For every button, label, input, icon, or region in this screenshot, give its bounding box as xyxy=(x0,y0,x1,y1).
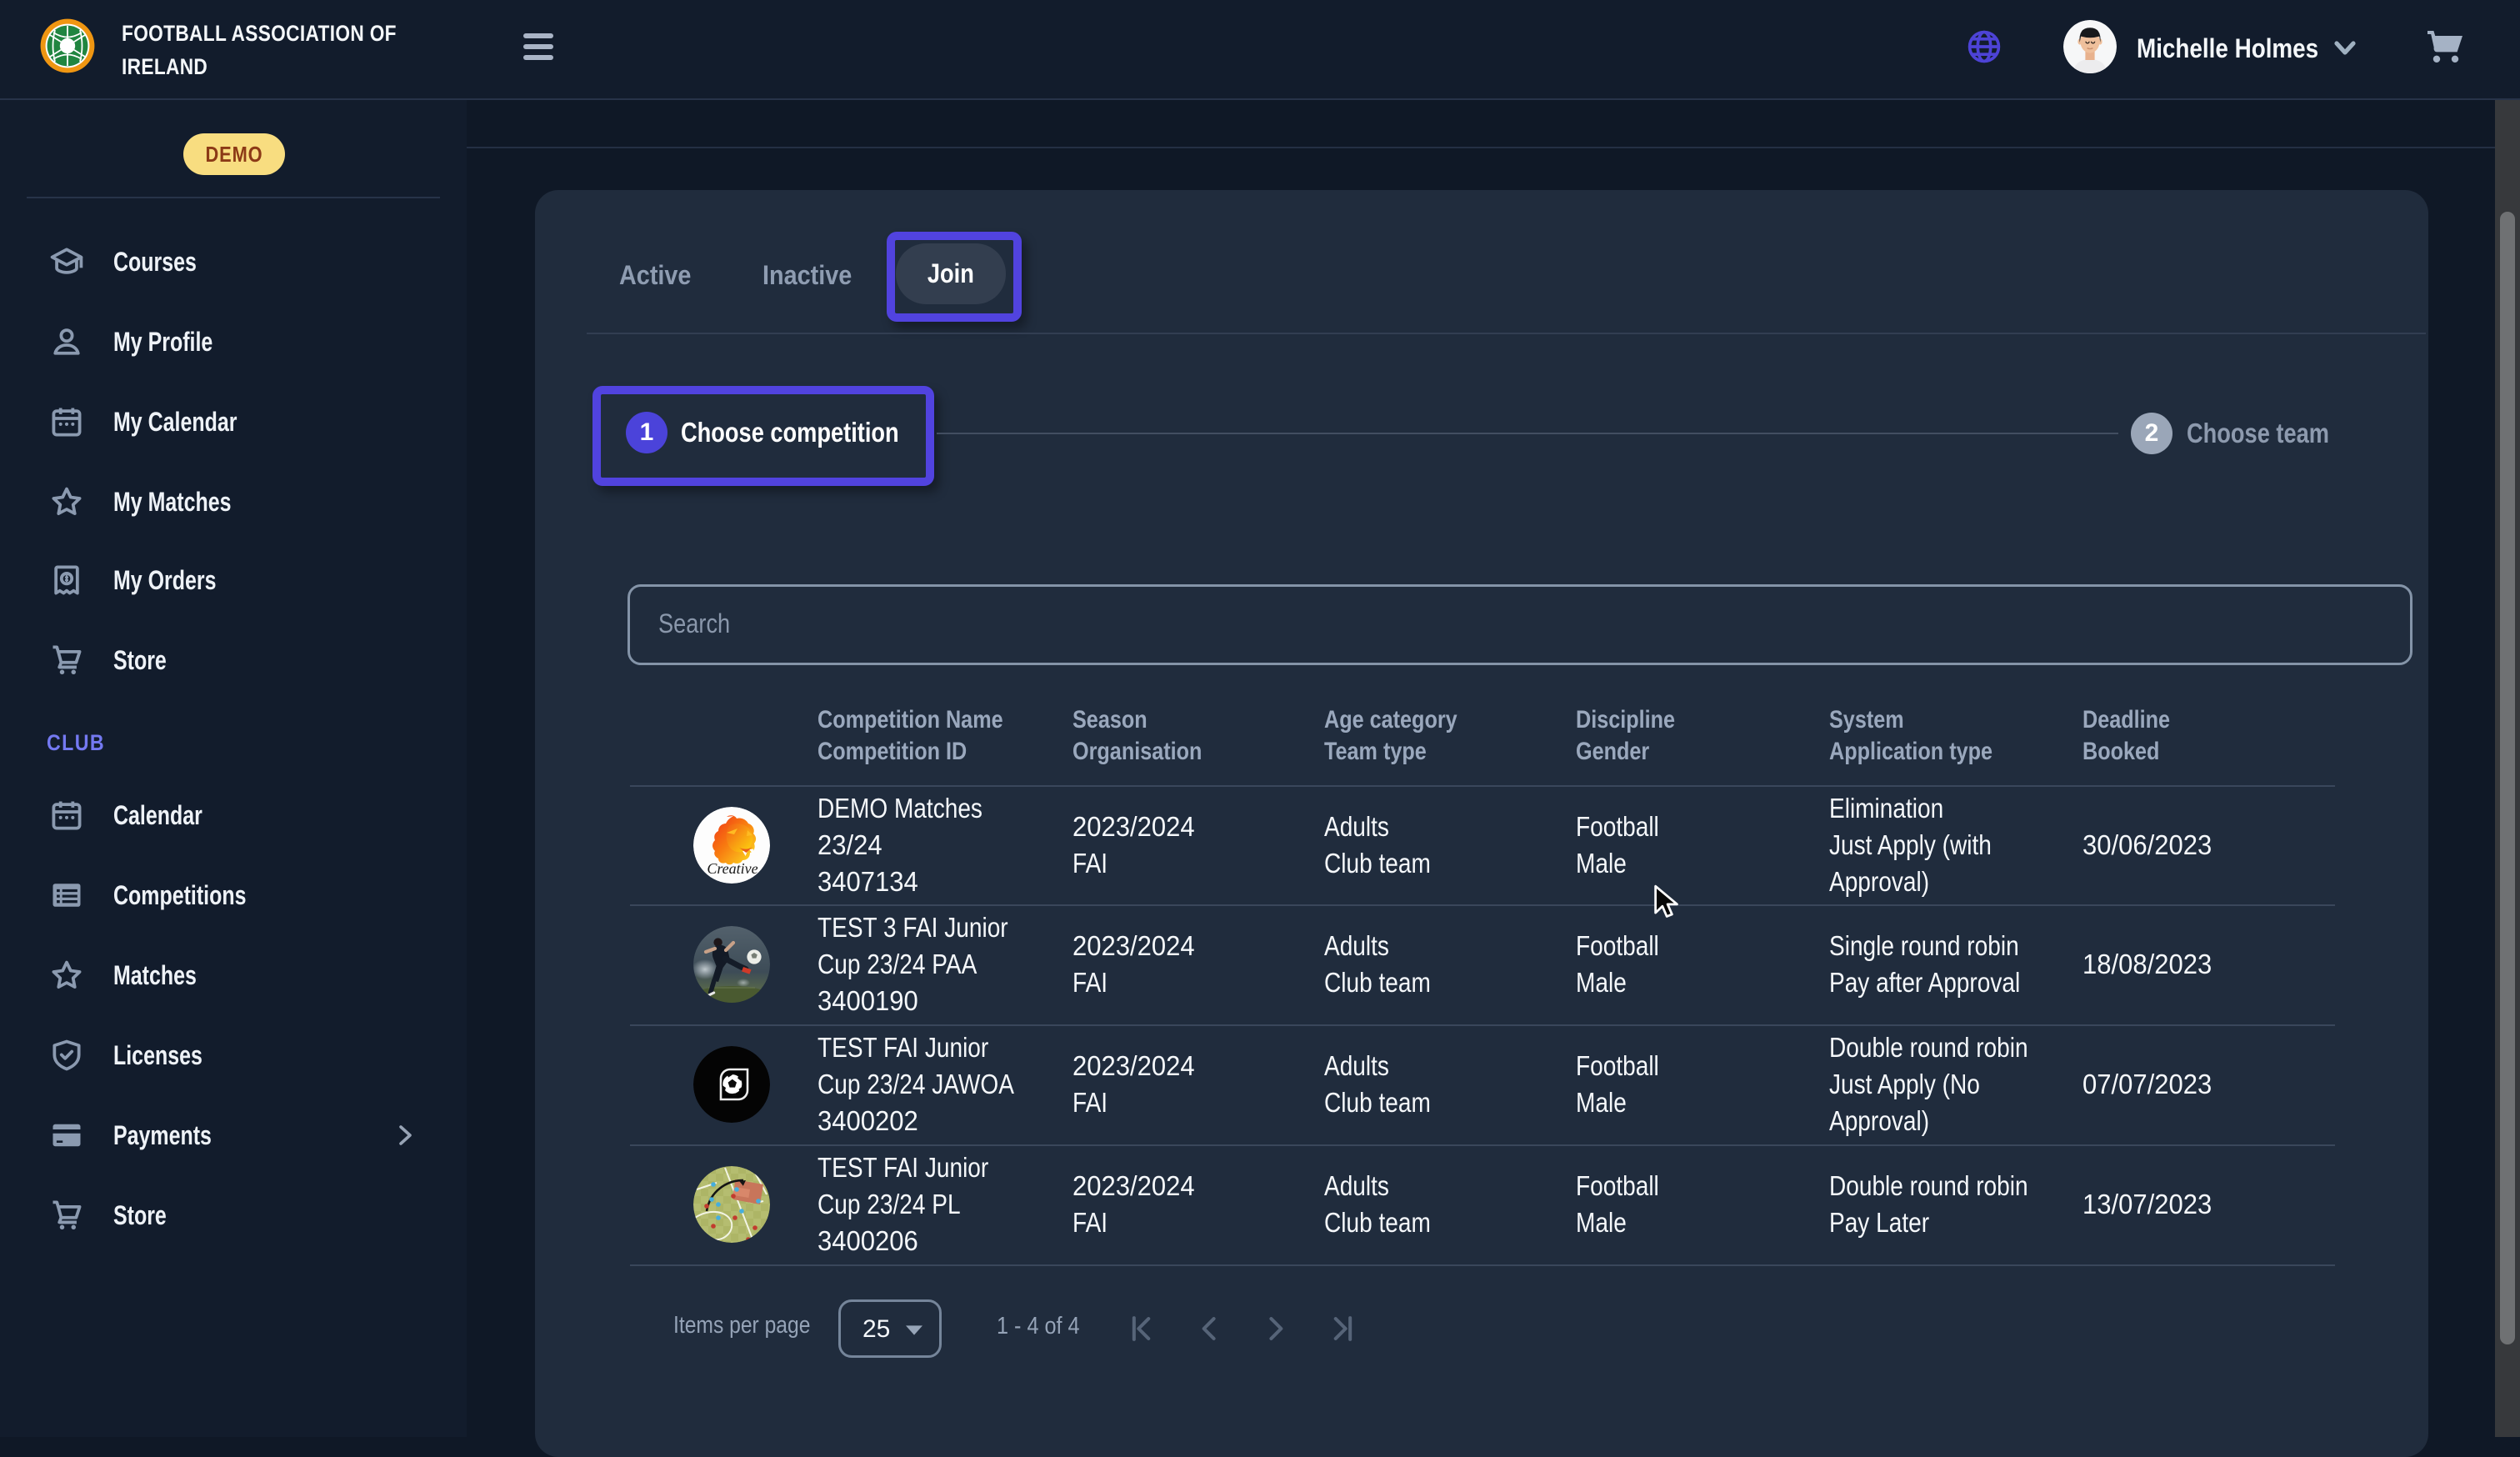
svg-text:Creative: Creative xyxy=(707,860,758,877)
